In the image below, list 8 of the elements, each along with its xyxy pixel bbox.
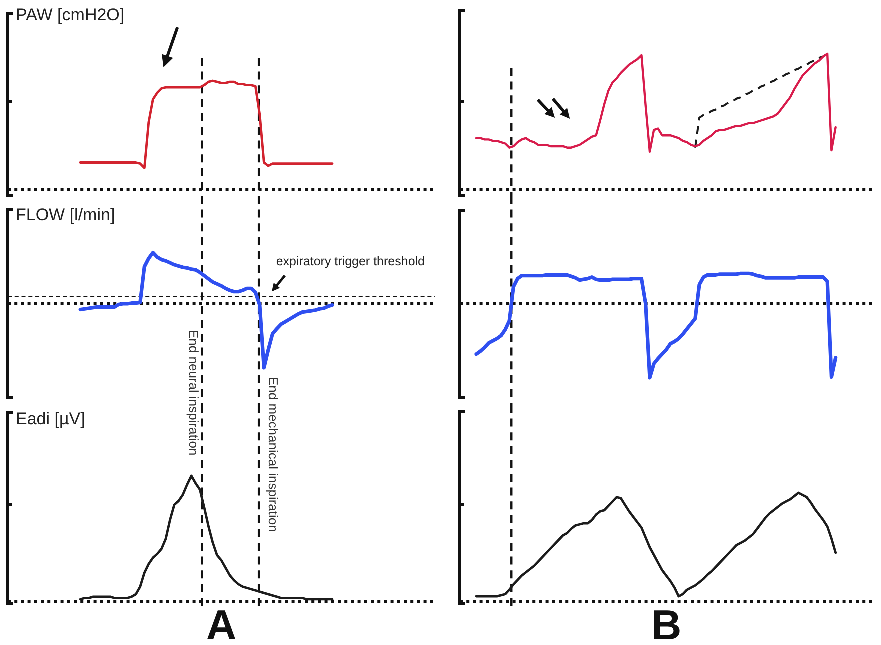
annotation: End mechanical inspiration bbox=[266, 377, 282, 532]
x-axis-title: B bbox=[651, 602, 682, 645]
annotation: End neural inspiration bbox=[186, 330, 202, 456]
y-axis-title: FLOW [l/min] bbox=[16, 206, 116, 225]
ref-line-label: expiratory trigger threshold bbox=[276, 254, 426, 268]
y-axis-title: Eadi [µV] bbox=[16, 410, 86, 429]
y-axis-title: PAW [cmH2O] bbox=[16, 6, 125, 25]
x-axis-title: A bbox=[206, 602, 237, 645]
